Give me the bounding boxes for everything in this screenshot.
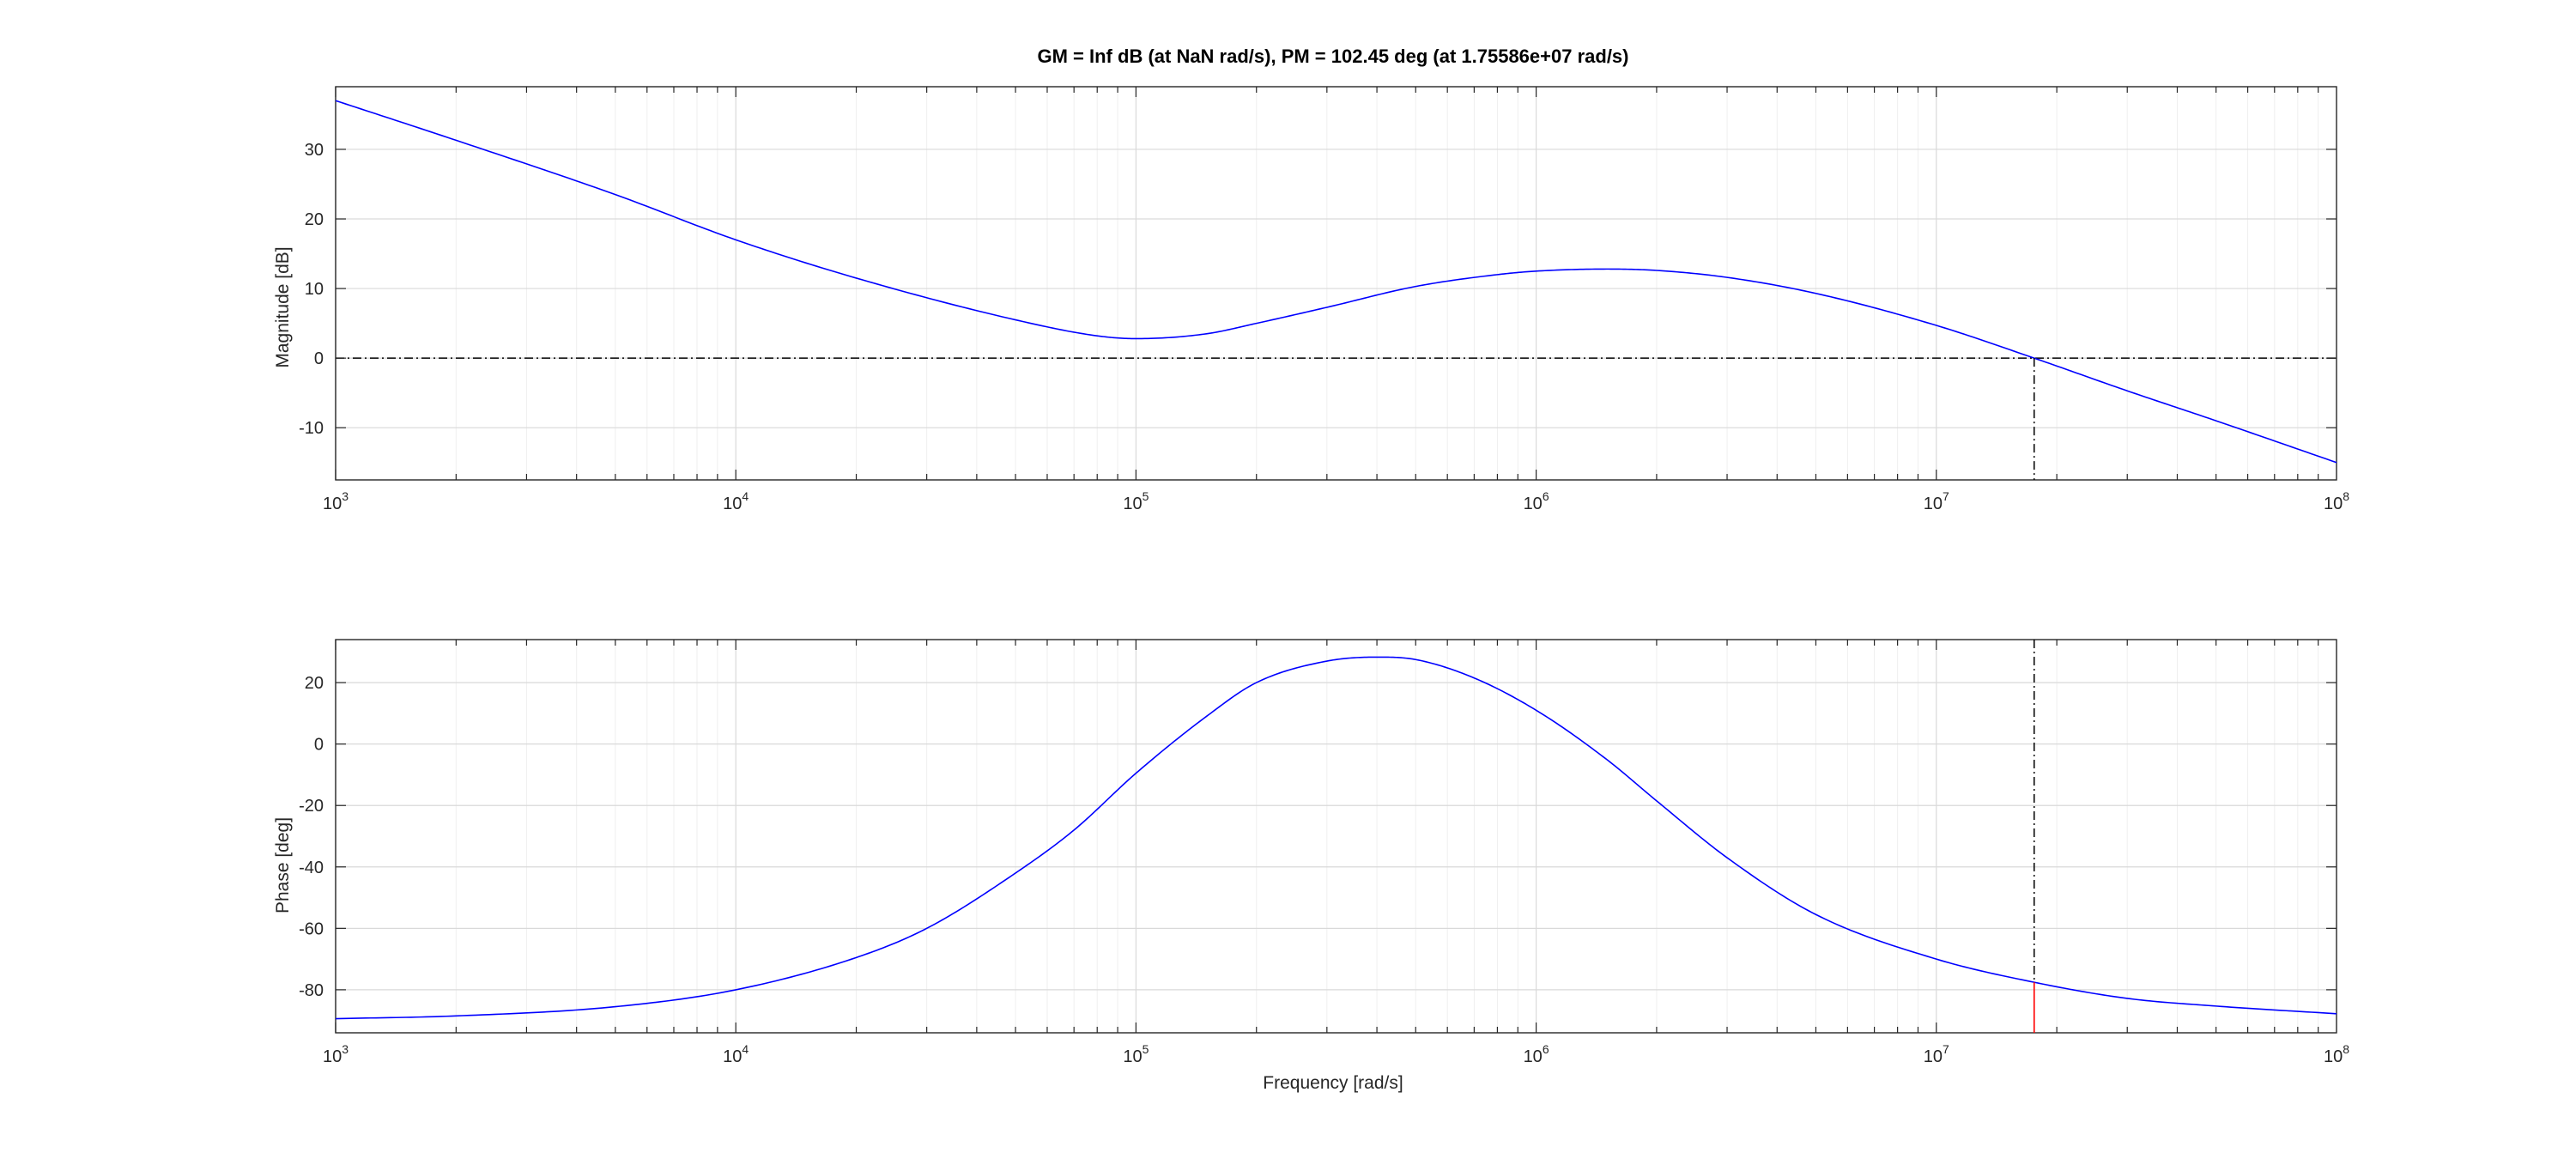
- phase-x-tick-labels: 103 104 105 106 107 108: [323, 1042, 2349, 1066]
- magnitude-ticks: [335, 87, 2337, 480]
- x-tick-label: 108: [2324, 1042, 2349, 1066]
- chart-title: GM = Inf dB (at NaN rad/s), PM = 102.45 …: [1038, 46, 1629, 67]
- phase-curve: [335, 656, 2337, 1020]
- bode-line: [335, 656, 2337, 1020]
- y-tick-label: -40: [299, 859, 324, 877]
- y-tick-label: 0: [314, 349, 324, 368]
- y-tick-label: 20: [305, 674, 324, 693]
- phase-ticks: [335, 640, 2337, 1033]
- x-axis-label: Frequency [rad/s]: [1263, 1073, 1403, 1093]
- y-tick-label: 30: [305, 141, 324, 160]
- x-tick-label: 105: [1123, 1042, 1149, 1066]
- x-tick-label: 104: [723, 489, 749, 513]
- x-tick-label: 108: [2324, 489, 2349, 513]
- y-tick-label: -80: [299, 981, 324, 1000]
- magnitude-x-tick-labels: 103 104 105 106 107 108: [323, 489, 2349, 513]
- phase-axes-frame: [335, 639, 2337, 1034]
- y-tick-label: 0: [314, 736, 324, 755]
- magnitude-y-axis-label: Magnitude [dB]: [273, 246, 293, 367]
- bode-line: [335, 100, 2337, 464]
- x-tick-label: 107: [1924, 1042, 1949, 1066]
- phase-y-axis-label: Phase [deg]: [273, 817, 293, 913]
- x-tick-label: 106: [1524, 1042, 1549, 1066]
- phase-plot: -80 -60 -40 -20 0 20 103 104 105 106 107 108 Phase…: [273, 639, 2349, 1066]
- x-tick-label: 107: [1924, 489, 1949, 513]
- y-tick-label: -60: [299, 919, 324, 938]
- magnitude-plot: -10 0 10 20 30 103 104 105 106 107 108 Magnitude …: [273, 86, 2349, 513]
- y-tick-label: 10: [305, 280, 324, 299]
- magnitude-grid: [335, 87, 2337, 480]
- magnitude-axes-frame: [335, 86, 2337, 481]
- x-tick-label: 103: [323, 489, 349, 513]
- phase-grid: [335, 640, 2337, 1033]
- phase-y-tick-labels: -80 -60 -40 -20 0 20: [299, 674, 324, 1000]
- magnitude-y-tick-labels: -10 0 10 20 30: [299, 141, 324, 438]
- x-tick-label: 105: [1123, 489, 1149, 513]
- magnitude-curve: [335, 100, 2337, 464]
- x-tick-label: 103: [323, 1042, 349, 1066]
- y-tick-label: 20: [305, 210, 324, 229]
- y-tick-label: -10: [299, 419, 324, 438]
- y-tick-label: -20: [299, 797, 324, 816]
- x-tick-label: 104: [723, 1042, 749, 1066]
- x-tick-label: 106: [1524, 489, 1549, 513]
